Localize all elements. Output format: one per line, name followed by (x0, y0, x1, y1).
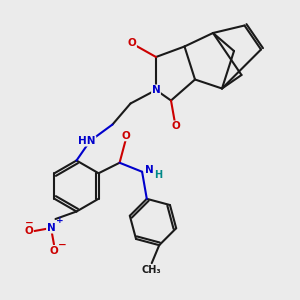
Text: O: O (121, 131, 130, 141)
Text: −: − (58, 240, 66, 250)
Text: N: N (145, 165, 154, 175)
Text: HN: HN (78, 136, 96, 146)
Text: O: O (24, 226, 33, 236)
Text: O: O (128, 38, 136, 49)
Text: N: N (46, 223, 56, 233)
Text: CH₃: CH₃ (142, 265, 161, 275)
Text: O: O (50, 245, 58, 256)
Text: O: O (171, 121, 180, 131)
Text: +: + (56, 216, 64, 225)
Text: H: H (154, 170, 163, 180)
Text: N: N (152, 85, 160, 95)
Text: −: − (25, 218, 34, 228)
